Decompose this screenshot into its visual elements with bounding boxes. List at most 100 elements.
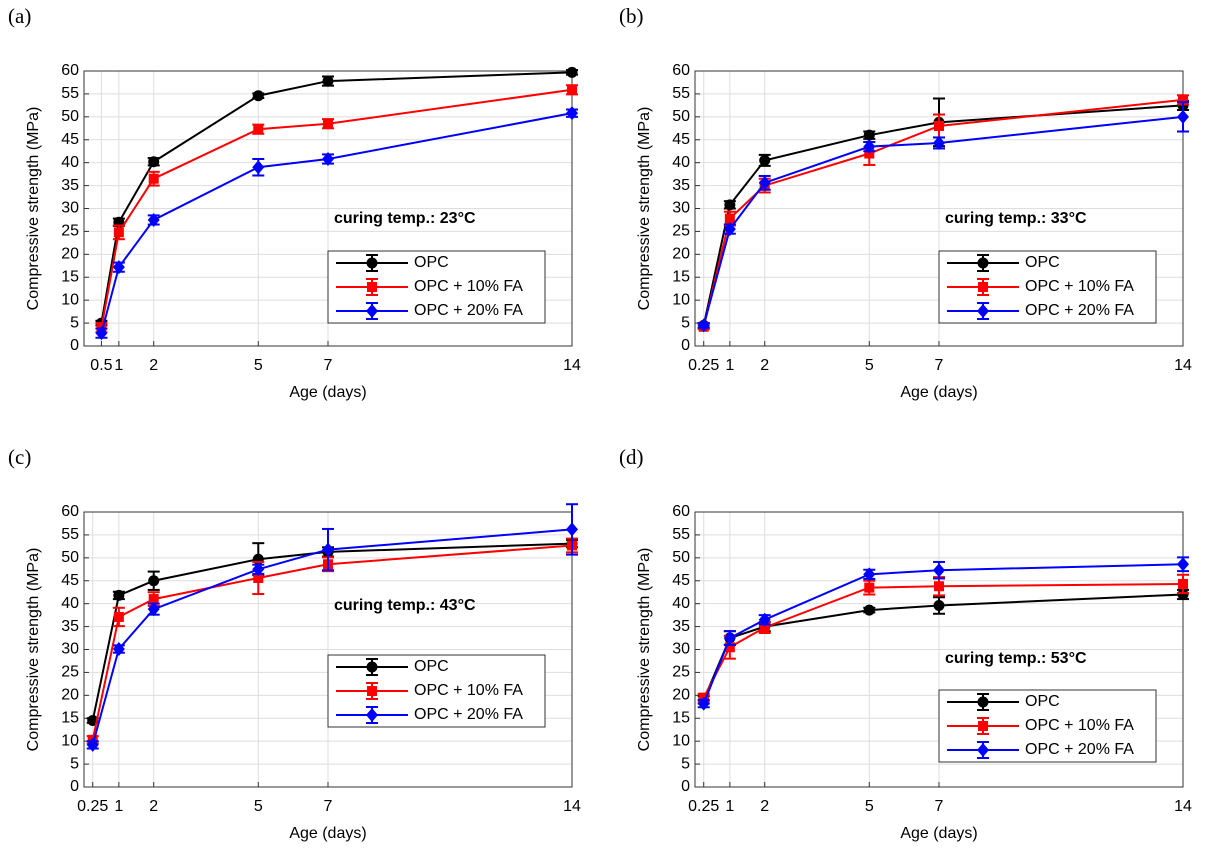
axes-frame (694, 511, 1184, 788)
legend-label: OPC + 20% FA (414, 706, 523, 723)
x-tick-label: 5 (254, 798, 263, 815)
marker (567, 84, 577, 95)
y-tick-label: 35 (672, 177, 690, 194)
y-tick-label: 40 (672, 154, 690, 171)
x-tick-label: 0.25 (688, 798, 719, 815)
series-line (702, 98, 1184, 327)
legend: OPC OPC + 10% FA OPC + 20% FA (938, 689, 1157, 763)
marker (366, 257, 378, 269)
marker (112, 260, 125, 275)
y-tick-label: 50 (61, 108, 79, 125)
y-tick-label: 0 (70, 778, 79, 795)
y-tick-label: 30 (61, 200, 79, 217)
x-axis-label: Age (days) (289, 384, 366, 401)
y-axis-label: Compressive strength (MPa) (636, 548, 653, 752)
marker (366, 304, 378, 318)
y-tick-label: 35 (61, 177, 79, 194)
y-tick-label: 25 (672, 664, 690, 681)
y-tick-label: 20 (672, 687, 690, 704)
legend-label: OPC (414, 658, 449, 675)
annotation: curing temp.: 23°C (334, 210, 476, 227)
marker (1177, 557, 1189, 572)
x-tick-label: 2 (149, 357, 158, 374)
marker (252, 90, 264, 102)
y-tick-label: 5 (70, 755, 79, 772)
y-tick-label: 10 (61, 291, 79, 308)
x-tick-label: 14 (563, 357, 581, 374)
y-tick-label: 0 (681, 337, 690, 354)
legend-label: OPC (1025, 254, 1060, 271)
marker (759, 154, 771, 166)
marker (148, 173, 159, 184)
y-tick-label: 5 (70, 314, 79, 331)
y-tick-label: 35 (61, 618, 79, 635)
x-axis-label: Age (days) (900, 825, 977, 842)
marker (322, 152, 334, 166)
y-tick-label: 55 (672, 85, 690, 102)
marker (566, 66, 578, 78)
y-tick-label: 5 (681, 755, 690, 772)
marker (978, 721, 988, 731)
y-axis-label: Compressive strength (MPa) (636, 107, 653, 311)
y-tick-label: 50 (672, 549, 690, 566)
y-tick-label: 30 (672, 641, 690, 658)
marker (933, 135, 945, 150)
marker (148, 594, 159, 605)
y-tick-label: 50 (672, 108, 690, 125)
marker (723, 222, 736, 237)
marker (1177, 109, 1189, 124)
marker (148, 156, 160, 168)
marker (322, 542, 334, 557)
y-axis-label: Compressive strength (MPa) (25, 107, 42, 311)
y-tick-label: 10 (672, 291, 690, 308)
marker (863, 139, 876, 154)
series-line (702, 582, 1184, 699)
y-tick-label: 15 (61, 268, 79, 285)
x-tick-label: 14 (1174, 798, 1192, 815)
y-tick-label: 25 (61, 664, 79, 681)
x-tick-label: 5 (865, 798, 874, 815)
marker (934, 581, 944, 592)
marker (933, 563, 945, 578)
marker (978, 282, 988, 292)
x-tick-label: 1 (725, 357, 734, 374)
marker (933, 600, 945, 611)
x-tick-label: 2 (760, 357, 769, 374)
marker (724, 642, 735, 653)
marker (147, 602, 160, 617)
legend: OPC OPC + 10% FA OPC + 20% FA (938, 250, 1157, 324)
marker (863, 567, 876, 582)
y-tick-label: 30 (61, 641, 79, 658)
y-tick-label: 40 (61, 154, 79, 171)
marker (1178, 578, 1188, 589)
marker (977, 304, 989, 318)
marker (977, 257, 989, 269)
legend: OPC OPC + 10% FA OPC + 20% FA (327, 654, 546, 728)
y-tick-label: 5 (681, 314, 690, 331)
y-tick-label: 15 (672, 709, 690, 726)
marker (934, 121, 944, 131)
x-axis-label: Age (days) (289, 825, 366, 842)
marker (864, 582, 875, 593)
axes-frame (83, 70, 573, 347)
marker (759, 622, 770, 633)
y-tick-label: 10 (672, 732, 690, 749)
marker (566, 106, 578, 121)
x-tick-label: 14 (1174, 357, 1192, 374)
legend-label: OPC + 10% FA (1025, 278, 1134, 295)
marker (323, 118, 333, 129)
legend: OPC OPC + 10% FA OPC + 20% FA (327, 250, 546, 324)
series-line (702, 593, 1184, 701)
y-tick-label: 55 (672, 526, 690, 543)
panel-label: (d) (619, 445, 644, 469)
series-line (100, 112, 573, 334)
marker (863, 604, 875, 616)
y-tick-label: 45 (672, 572, 690, 589)
y-tick-label: 15 (672, 268, 690, 285)
marker (1178, 94, 1188, 105)
x-tick-label: 1 (725, 798, 734, 815)
y-tick-label: 60 (61, 62, 79, 79)
y-tick-label: 25 (61, 223, 79, 240)
